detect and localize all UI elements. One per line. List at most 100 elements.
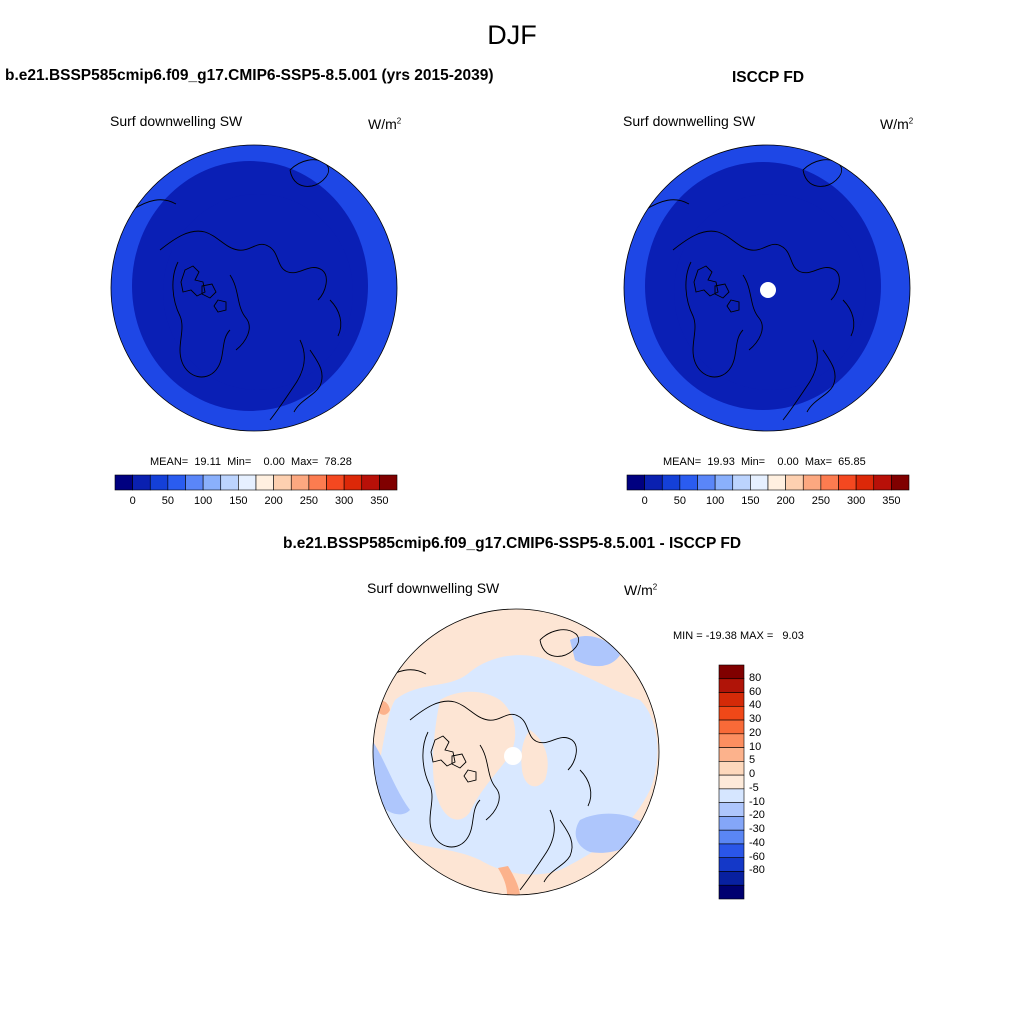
- diff-colorbar-tick-label: -20: [749, 809, 765, 822]
- diff-colorbar-tick-label: 5: [749, 754, 756, 767]
- obs-missing-data-hole: [760, 282, 776, 298]
- obs-colorbar: [626, 474, 910, 491]
- diff-colorbar: [718, 664, 745, 900]
- diff-variable-label: Surf downwelling SW: [367, 580, 500, 596]
- obs-polar-map: [623, 144, 911, 432]
- obs-colorbar-box: [661, 474, 681, 491]
- obs-colorbar-tick-label: 350: [882, 495, 901, 507]
- diff-colorbar-box: [718, 692, 745, 707]
- model-colorbar-box: [379, 474, 398, 491]
- obs-panel-title: ISCCP FD: [731, 69, 805, 86]
- obs-stats: MEAN= 19.93 Min= 0.00 Max= 65.85: [663, 456, 866, 468]
- obs-colorbar-tick-label: 50: [673, 495, 686, 507]
- model-colorbar-box: [238, 474, 257, 491]
- obs-colorbar-tick-label: 150: [741, 495, 760, 507]
- model-colorbar-tick-label: 150: [229, 495, 248, 507]
- model-stats: MEAN= 19.11 Min= 0.00 Max= 78.28: [150, 456, 352, 468]
- obs-colorbar-box: [750, 474, 769, 491]
- model-colorbar-box: [326, 474, 345, 491]
- diff-colorbar-tick-label: -30: [749, 823, 765, 836]
- diff-colorbar-box: [718, 719, 745, 735]
- figure-title: DJF: [487, 20, 537, 50]
- model-colorbar-tick-label: 50: [161, 495, 174, 507]
- obs-colorbar-tick-label: 200: [776, 495, 795, 507]
- obs-colorbar-box: [855, 474, 875, 491]
- model-colorbar-tick-label: 250: [299, 495, 319, 507]
- diff-colorbar-box: [718, 664, 745, 680]
- obs-colorbar-box: [802, 474, 822, 491]
- model-colorbar-tick-label: 100: [193, 495, 213, 507]
- model-colorbar-box: [202, 474, 222, 491]
- diff-colorbar-box: [718, 705, 745, 721]
- diff-colorbar-tick-label: -80: [749, 864, 765, 877]
- diff-colorbar-box: [718, 733, 745, 748]
- model-colorbar-box: [185, 474, 204, 491]
- model-colorbar-box: [220, 474, 239, 491]
- diff-colorbar-box: [718, 678, 745, 693]
- obs-colorbar-box: [679, 474, 698, 491]
- diff-colorbar-tick-label: 40: [749, 699, 762, 712]
- model-colorbar-box: [255, 474, 274, 491]
- diff-colorbar-box: [718, 774, 745, 790]
- obs-colorbar-box: [732, 474, 751, 491]
- diff-colorbar-box: [718, 802, 745, 817]
- obs-colorbar-tick-label: 0: [641, 495, 648, 507]
- model-colorbar-box: [343, 474, 363, 491]
- diff-colorbar-tick-label: 20: [749, 726, 762, 739]
- obs-colorbar-box: [644, 474, 663, 491]
- diff-colorbar-box: [718, 884, 745, 900]
- diff-colorbar-tick-label: -60: [749, 850, 765, 863]
- model-colorbar-box: [114, 474, 133, 491]
- model-colorbar: [114, 474, 398, 491]
- diff-colorbar-tick-label: 80: [749, 671, 762, 684]
- diff-coastlines: [381, 629, 592, 891]
- obs-colorbar-box: [714, 474, 734, 491]
- model-colorbar-box: [167, 474, 186, 491]
- diff-stats: MIN = -19.38 MAX = 9.03: [673, 630, 804, 642]
- model-units-label: W/m2: [368, 116, 402, 132]
- diff-colorbar-box: [718, 843, 745, 859]
- diff-colorbar-tick-label: 10: [749, 740, 762, 753]
- diff-colorbar-tick-label: -5: [749, 781, 759, 794]
- model-colorbar-box: [273, 474, 292, 491]
- model-colorbar-box: [132, 474, 151, 491]
- obs-colorbar-box: [626, 474, 645, 491]
- obs-colorbar-box: [838, 474, 857, 491]
- model-colorbar-box: [308, 474, 327, 491]
- diff-colorbar-tick-label: 60: [749, 685, 762, 698]
- diff-colorbar-box: [718, 788, 745, 803]
- obs-variable-label: Surf downwelling SW: [623, 113, 756, 129]
- obs-colorbar-box: [697, 474, 716, 491]
- model-polar-map: [110, 144, 398, 432]
- model-colorbar-box: [290, 474, 310, 491]
- obs-coastlines: [644, 159, 855, 421]
- diff-colorbar-box: [718, 829, 745, 845]
- diff-colorbar-tick-label: 30: [749, 713, 762, 726]
- diff-colorbar-box: [718, 871, 745, 886]
- diff-colorbar-box: [718, 816, 745, 831]
- model-colorbar-tick-label: 350: [370, 495, 389, 507]
- obs-colorbar-tick-label: 250: [811, 495, 831, 507]
- obs-colorbar-box: [820, 474, 839, 491]
- obs-colorbar-tick-label: 100: [705, 495, 725, 507]
- diff-panel-title: b.e21.BSSP585cmip6.f09_g17.CMIP6-SSP5-8.…: [282, 535, 742, 552]
- model-colorbar-tick-label: 300: [334, 495, 354, 507]
- diff-units-label: W/m2: [624, 582, 658, 598]
- diff-colorbar-tick-label: 0: [749, 768, 756, 781]
- model-colorbar-tick-label: 200: [264, 495, 283, 507]
- obs-colorbar-box: [873, 474, 892, 491]
- diff-colorbar-box: [718, 747, 745, 762]
- obs-colorbar-box: [785, 474, 804, 491]
- obs-colorbar-box: [767, 474, 786, 491]
- model-variable-label: Surf downwelling SW: [110, 113, 243, 129]
- diff-polar-map: [372, 608, 660, 896]
- model-panel-title: b.e21.BSSP585cmip6.f09_g17.CMIP6-SSP5-8.…: [5, 67, 494, 84]
- model-colorbar-box: [361, 474, 380, 491]
- diff-colorbar-box: [718, 857, 745, 872]
- diff-colorbar-tick-label: -10: [749, 795, 765, 808]
- diff-colorbar-tick-label: -40: [749, 836, 765, 849]
- model-colorbar-tick-label: 0: [129, 495, 136, 507]
- diff-colorbar-box: [718, 761, 745, 776]
- diff-missing-data-hole: [504, 747, 522, 765]
